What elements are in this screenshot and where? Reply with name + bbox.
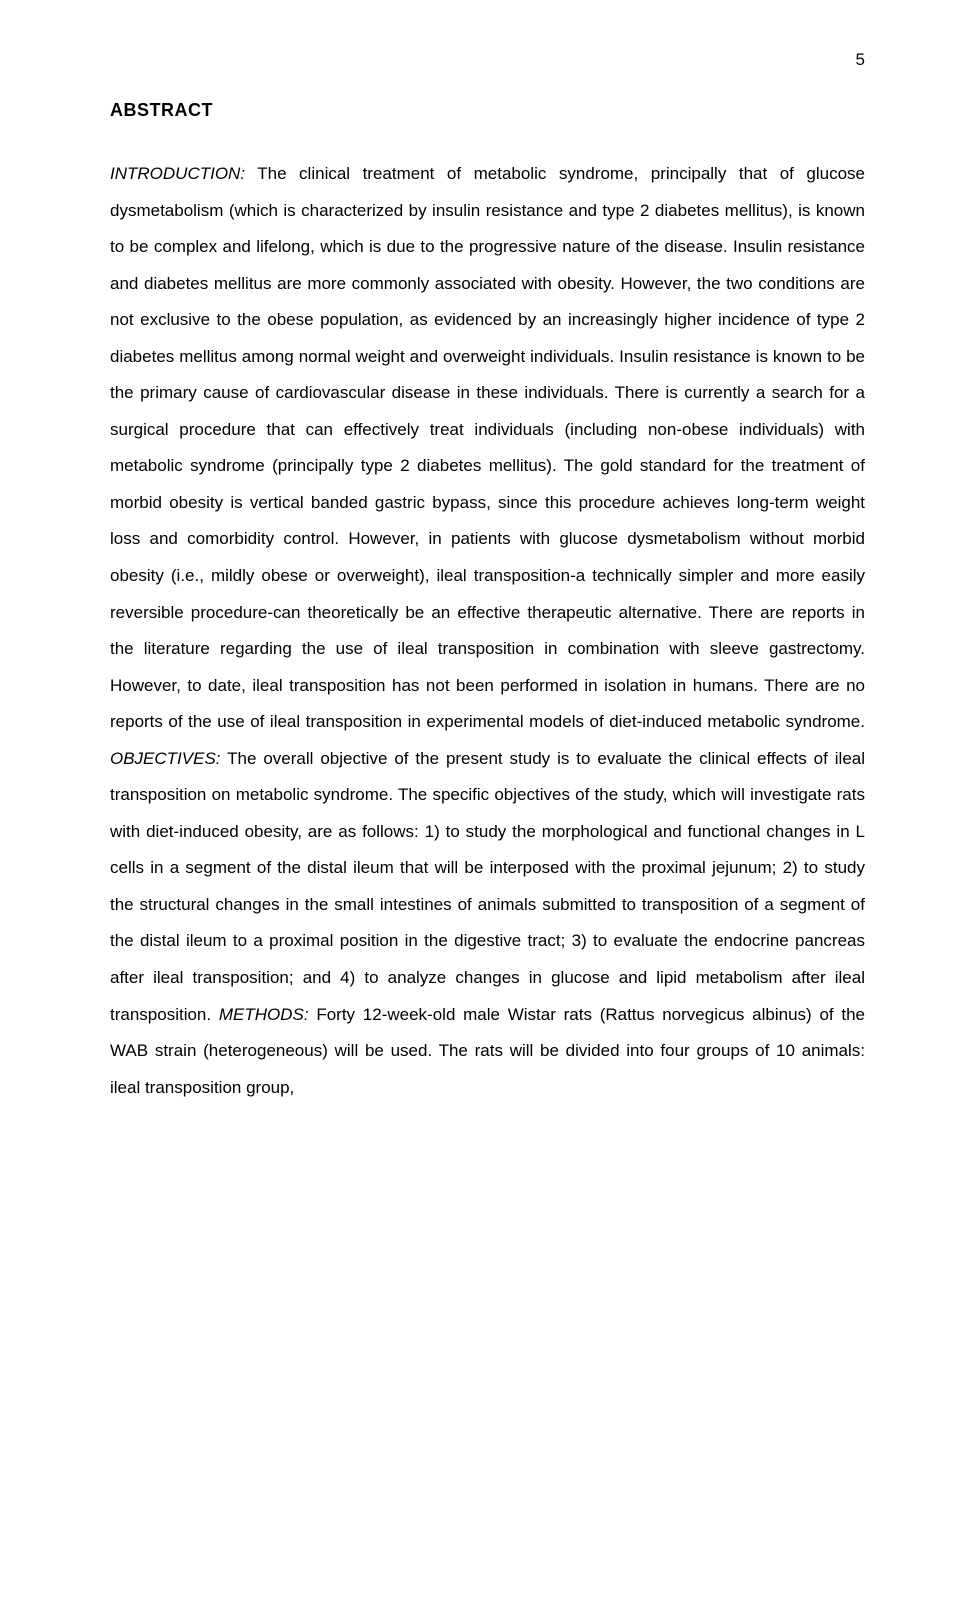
objectives-label: OBJECTIVES: bbox=[110, 749, 221, 768]
abstract-body: INTRODUCTION: The clinical treatment of … bbox=[110, 156, 865, 1106]
introduction-text: The clinical treatment of metabolic synd… bbox=[110, 164, 865, 731]
methods-label: METHODS: bbox=[219, 1005, 309, 1024]
introduction-label: INTRODUCTION: bbox=[110, 164, 245, 183]
page-number: 5 bbox=[110, 50, 865, 70]
objectives-text: The overall objective of the present stu… bbox=[110, 749, 865, 1024]
abstract-heading: ABSTRACT bbox=[110, 100, 865, 121]
